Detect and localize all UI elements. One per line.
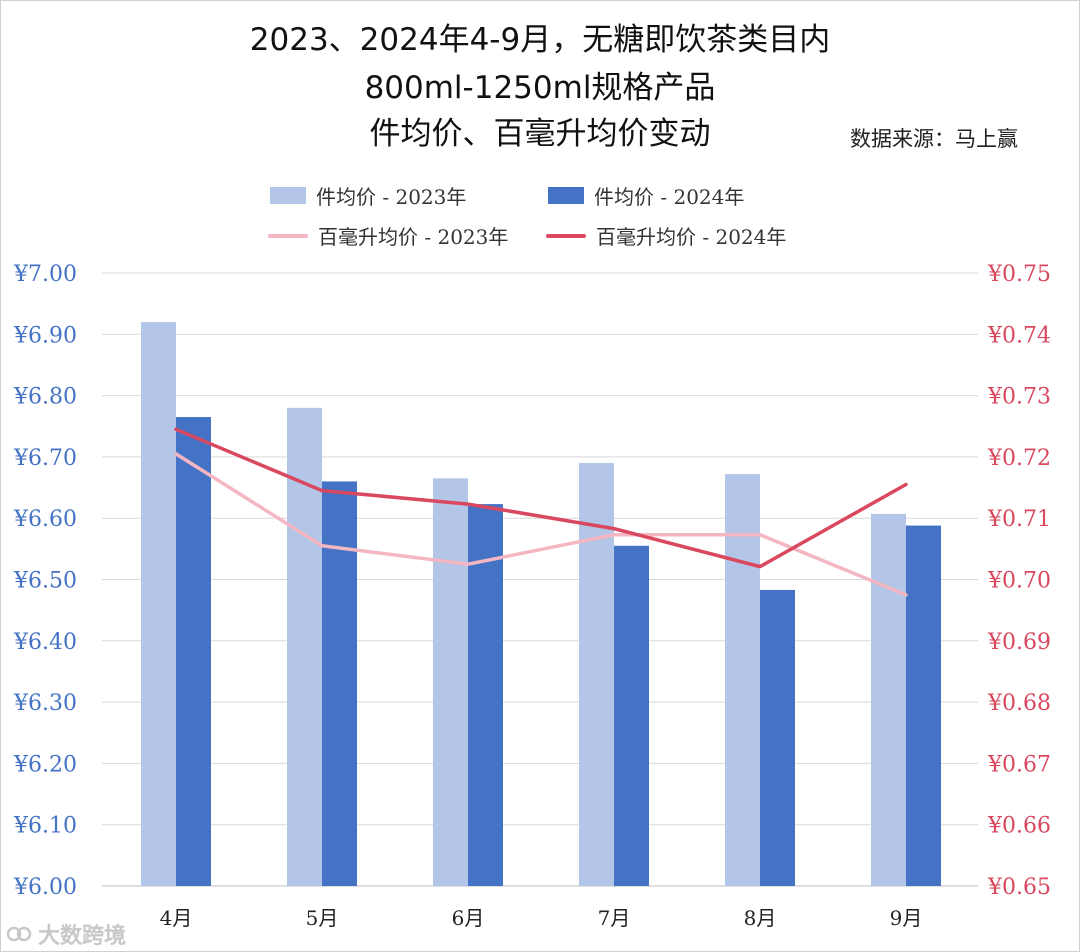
line-point-2023 [174, 452, 178, 456]
watermark: 大数跨境 [6, 918, 126, 950]
legend-item-bar-2024: 件均价 - 2024年 [548, 181, 744, 210]
left-axis-tick-label: ¥6.70 [13, 446, 77, 471]
legend-item-line-2024: 百毫升均价 - 2024年 [546, 221, 786, 250]
line-point-2023 [466, 562, 470, 566]
right-axis-tick-label: ¥0.75 [987, 262, 1051, 287]
line-point-2024 [612, 527, 616, 531]
watermark-logo-icon [6, 926, 32, 942]
line-series-2023 [174, 452, 908, 597]
line-point-2024 [466, 502, 470, 506]
right-axis-tick-label: ¥0.66 [987, 814, 1051, 839]
left-axis-tick-label: ¥6.60 [13, 507, 77, 532]
line-point-2023 [320, 544, 324, 548]
bar-2023 [141, 322, 176, 886]
left-axis-tick-label: ¥7.00 [13, 262, 77, 287]
chart-title-line-1: 2023、2024年4-9月，无糖即饮茶类目内 [249, 22, 831, 58]
legend-item-line-2023: 百毫升均价 - 2023年 [268, 221, 508, 250]
bar-2024 [906, 525, 941, 886]
right-axis-tick-label: ¥0.68 [987, 691, 1051, 716]
left-axis-tick-label: ¥6.30 [13, 691, 77, 716]
left-axis-tick-label: ¥6.10 [13, 814, 77, 839]
bar-2024 [176, 417, 211, 886]
legend-item-bar-2023: 件均价 - 2023年 [270, 181, 466, 210]
legend-swatch-bar-2024 [548, 187, 584, 204]
left-axis-tick-label: ¥6.20 [13, 752, 77, 777]
right-axis-tick-label: ¥0.70 [987, 569, 1051, 594]
x-axis-tick-label: 7月 [598, 906, 631, 930]
left-axis-tick-label: ¥6.00 [13, 875, 77, 900]
line-point-2024 [174, 427, 178, 431]
right-axis-tick-label: ¥0.74 [987, 323, 1051, 348]
x-axis-tick-label: 5月 [306, 906, 339, 930]
left-axis-tick-label: ¥6.80 [13, 385, 77, 410]
line-point-2024 [758, 565, 762, 569]
legend-label-line-2024: 百毫升均价 - 2024年 [596, 225, 787, 249]
line-point-2023 [904, 593, 908, 597]
x-axis-tick-label: 6月 [452, 906, 485, 930]
right-axis-tick-label: ¥0.73 [987, 385, 1051, 410]
bar-2024 [322, 481, 357, 886]
chart-title-line-2: 800ml-1250ml规格产品 [364, 70, 716, 106]
right-axis-tick-label: ¥0.71 [987, 507, 1051, 532]
left-axis-tick-label: ¥6.90 [13, 323, 77, 348]
bar-2024 [468, 504, 503, 886]
line-point-2023 [612, 533, 616, 537]
line-series-2024 [174, 427, 908, 569]
left-axis-tick-label: ¥6.50 [13, 569, 77, 594]
right-axis-tick-label: ¥0.72 [987, 446, 1051, 471]
x-axis-tick-label: 9月 [890, 906, 923, 930]
line-point-2023 [758, 533, 762, 537]
right-axis-tick-label: ¥0.65 [987, 875, 1051, 900]
line-point-2024 [904, 482, 908, 486]
bar-2024 [614, 545, 649, 886]
legend-label-bar-2024: 件均价 - 2024年 [594, 185, 745, 209]
right-axis-tick-label: ¥0.69 [987, 630, 1051, 655]
bar-2023 [579, 463, 614, 886]
bar-2024 [760, 589, 795, 886]
legend-swatch-bar-2023 [270, 187, 306, 204]
legend-label-bar-2023: 件均价 - 2023年 [316, 185, 467, 209]
data-source: 数据来源：马上赢 [850, 127, 1018, 151]
legend-swatch-line-2024 [546, 233, 586, 238]
chart-title-line-3: 件均价、百毫升均价变动 [369, 116, 711, 152]
right-axis-tick-label: ¥0.67 [987, 752, 1051, 777]
bar-2023 [725, 474, 760, 886]
x-axis-tick-label: 4月 [160, 906, 193, 930]
bar-2023 [871, 513, 906, 886]
legend-swatch-line-2023 [268, 233, 308, 238]
watermark-text: 大数跨境 [38, 924, 127, 949]
bar-2023 [433, 478, 468, 886]
legend-label-line-2023: 百毫升均价 - 2023年 [318, 225, 509, 249]
x-axis-tick-label: 8月 [744, 906, 777, 930]
line-point-2024 [320, 489, 324, 493]
left-axis-tick-label: ¥6.40 [13, 630, 77, 655]
